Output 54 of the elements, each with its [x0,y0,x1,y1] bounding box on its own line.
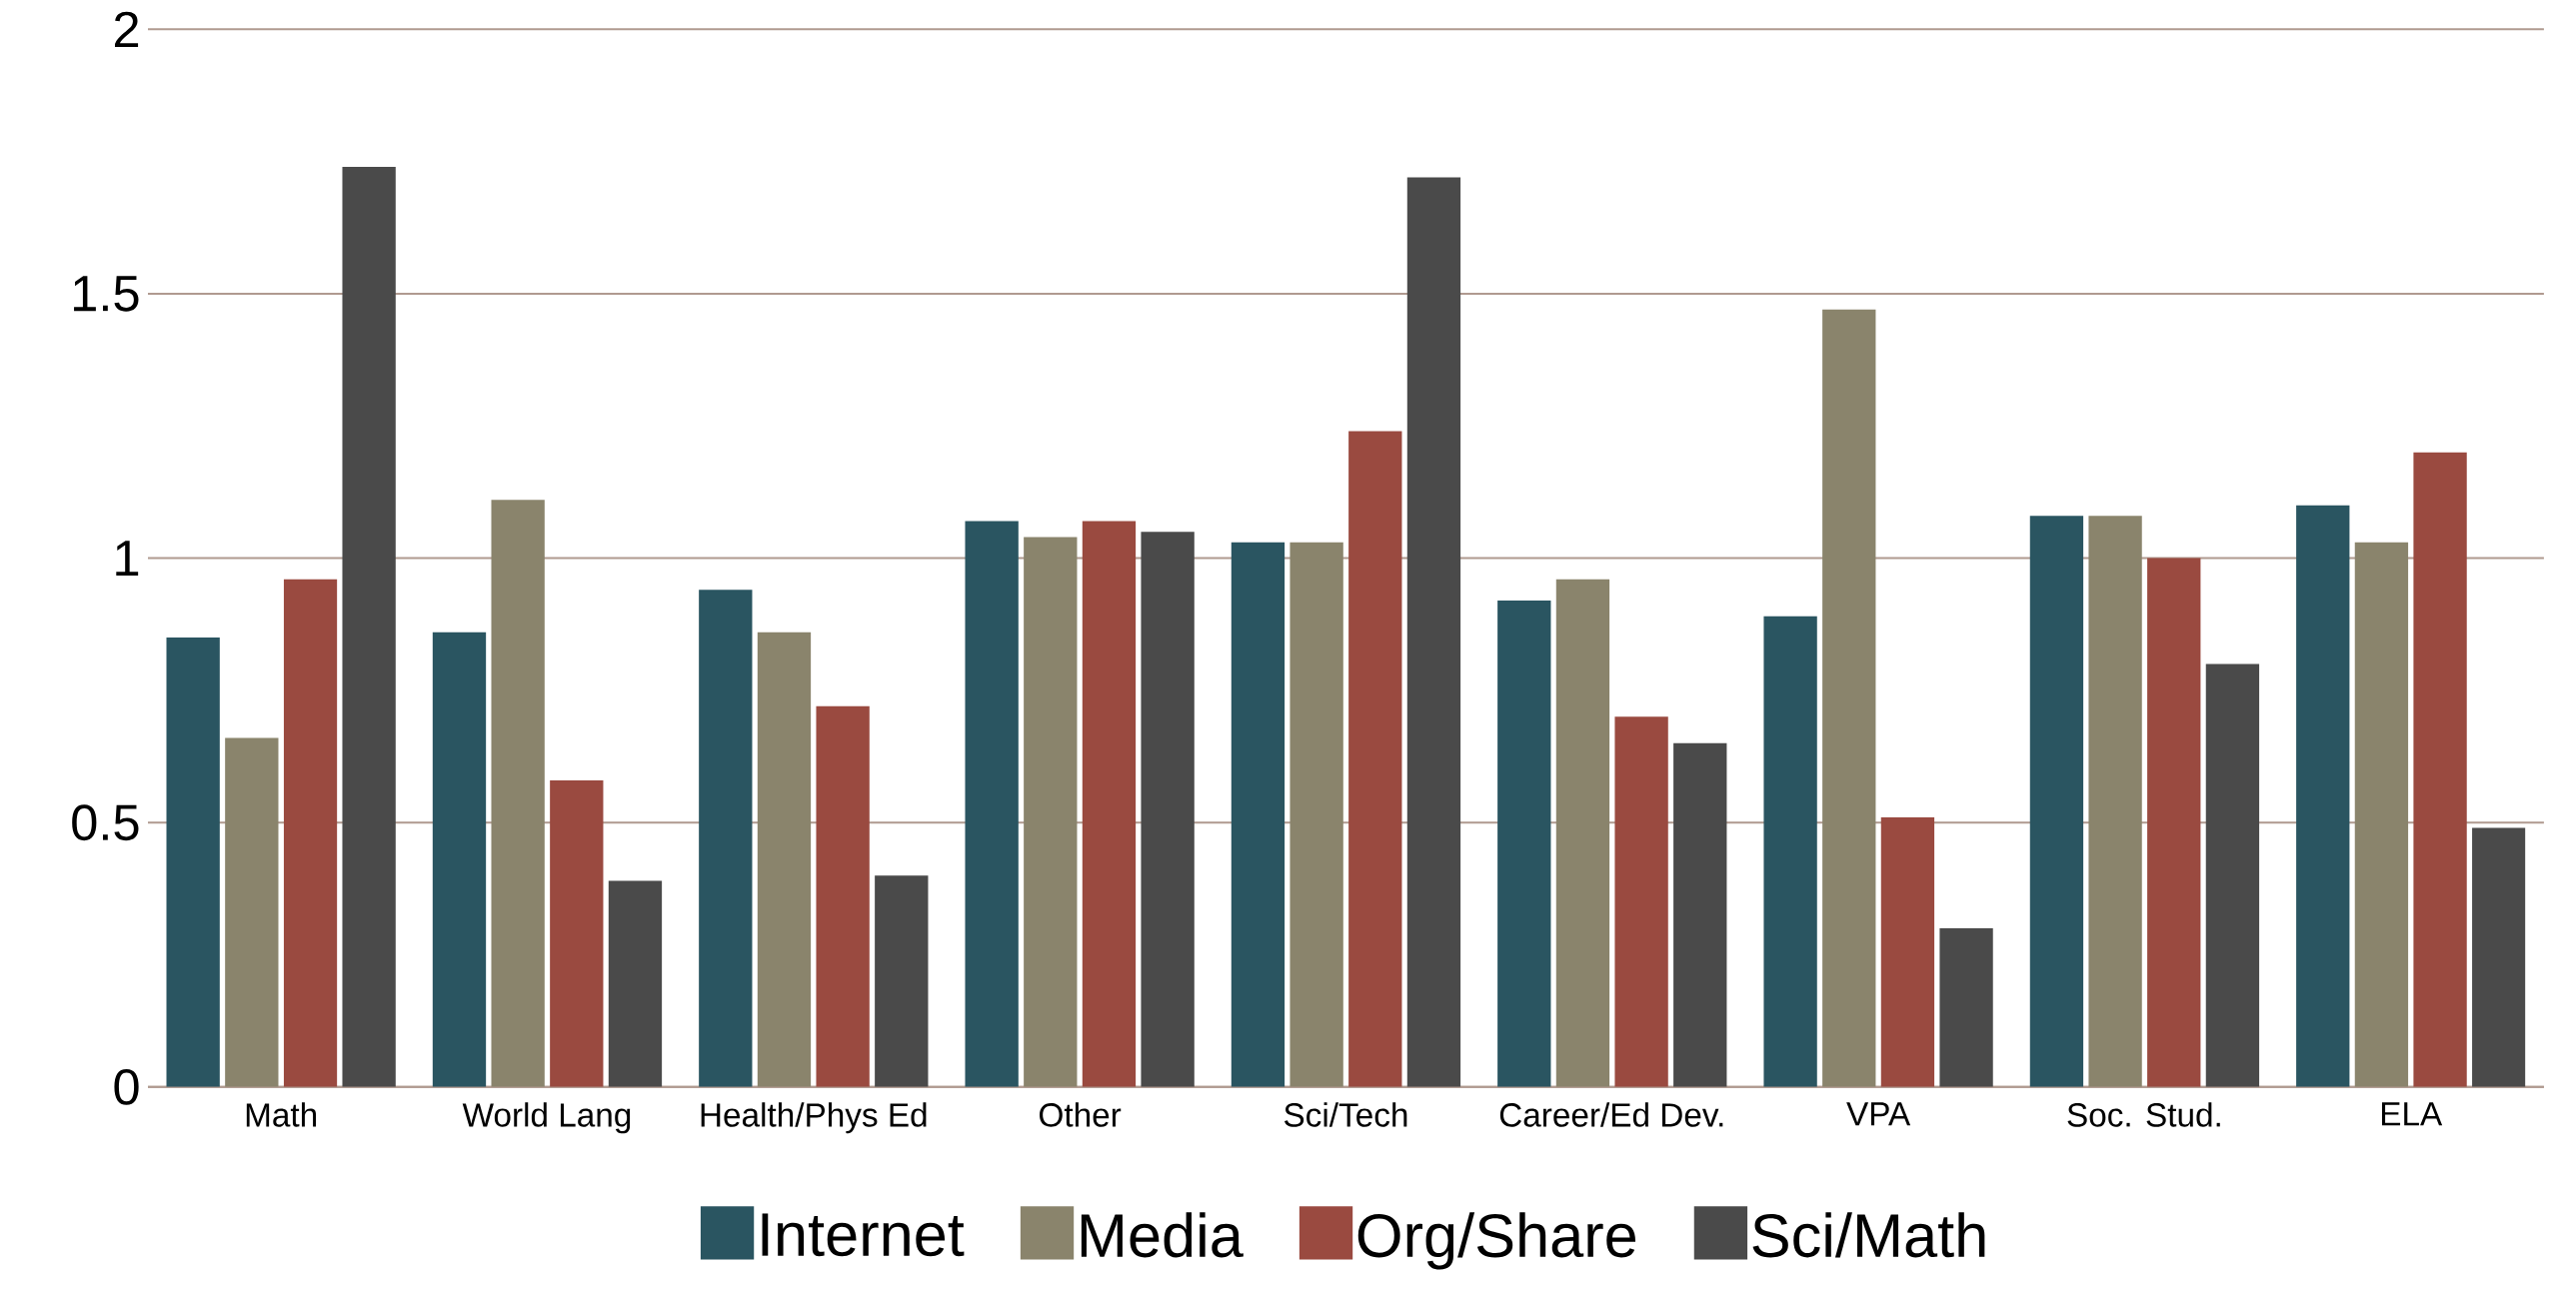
bar [699,590,753,1087]
bar [342,167,396,1087]
bar [2354,542,2409,1087]
bar [2205,663,2260,1087]
x-tick-label: Math [246,1102,317,1127]
bar [1348,431,1402,1087]
bar [1289,542,1343,1087]
bar [1614,716,1668,1087]
bar [491,500,545,1087]
bar [2296,505,2350,1087]
legend-label: Internet [762,1213,965,1257]
bar [2029,516,2084,1087]
y-tick-label: 0.5 [72,804,139,841]
x-tick-label: ELA [2381,1102,2443,1126]
x-tick-label: Other [1040,1102,1122,1127]
y-tick-label: 2 [114,11,139,48]
bar [283,579,338,1087]
x-tick-label: Career/Ed Dev. [1499,1102,1723,1127]
bar [1024,537,1078,1087]
bar [608,880,663,1087]
legend-label: Sci/Math [1752,1212,1985,1258]
x-tick-label: VPA [1846,1102,1911,1126]
x-tick-label: Sci/Tech [1284,1102,1407,1127]
x-tick-label: Soc. Stud. [2067,1102,2220,1127]
bar [2088,516,2142,1087]
bar [1880,817,1935,1087]
x-tick-label: Health/Phys Ed [701,1102,927,1134]
bar [166,638,220,1087]
bar [1763,616,1817,1087]
bar [2147,558,2201,1087]
bar [965,521,1019,1087]
bar [550,779,604,1087]
bar [757,632,812,1087]
bar [1406,177,1461,1087]
bar [1141,532,1195,1087]
bar [1082,521,1137,1087]
bar [1555,579,1610,1087]
bar [1497,601,1551,1087]
legend-label: Org/Share [1357,1212,1636,1270]
bar [225,737,279,1087]
bar [432,632,487,1087]
bar [1939,928,1993,1087]
bar [1822,309,1876,1087]
y-tick-label: 1.5 [74,276,139,312]
y-tick-label: 1 [116,541,139,577]
y-tick-label: 0 [114,1069,139,1105]
x-tick-label: World Lang [462,1102,631,1134]
bar [2472,827,2526,1087]
legend-label: Media [1081,1212,1244,1258]
bar [2413,452,2467,1087]
bar [875,875,929,1087]
bar [1231,542,1286,1087]
bar [1673,742,1727,1087]
bar [816,705,870,1087]
